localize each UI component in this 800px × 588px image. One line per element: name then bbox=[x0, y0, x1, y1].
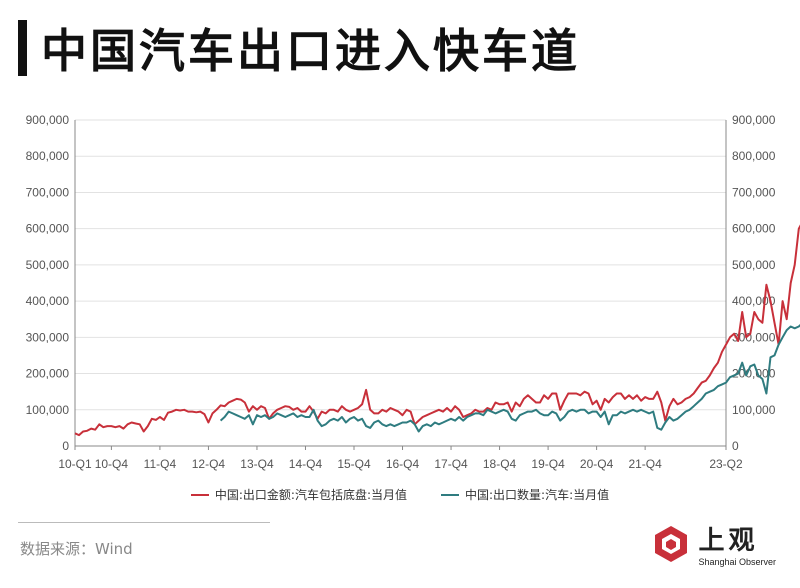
x-tick-label: 13-Q4 bbox=[240, 457, 274, 471]
y-right-tick-label: 100,000 bbox=[732, 403, 776, 417]
y-left-tick-label: 800,000 bbox=[26, 149, 70, 163]
logo-text-group: 上观 Shanghai Observer bbox=[698, 520, 776, 567]
y-left-tick-label: 900,000 bbox=[26, 113, 70, 127]
legend-label-export-value: 中国:出口金额:汽车包括底盘:当月值 bbox=[214, 488, 407, 502]
x-tick-label: 16-Q4 bbox=[386, 457, 420, 471]
x-tick-label: 10-Q1 bbox=[58, 457, 92, 471]
x-tick-label: 23-Q2 bbox=[709, 457, 743, 471]
y-left-tick-label: 600,000 bbox=[26, 222, 70, 236]
shutter-logo-icon bbox=[655, 525, 688, 562]
y-right-tick-label: 200,000 bbox=[732, 367, 776, 381]
chart-title: 中国汽车出口进入快车道 bbox=[41, 24, 580, 78]
y-right-tick-label: 300,000 bbox=[732, 330, 776, 344]
y-right-tick-label: 600,000 bbox=[732, 222, 776, 236]
legend-swatch-teal bbox=[441, 493, 459, 496]
y-right-tick-label: 900,000 bbox=[732, 113, 776, 127]
y-left-tick-label: 100,000 bbox=[26, 403, 70, 417]
chart-legend: 中国:出口金额:汽车包括底盘:当月值 中国:出口数量:汽车:当月值 bbox=[0, 486, 800, 503]
x-tick-label: 15-Q4 bbox=[337, 457, 371, 471]
y-left-tick-label: 200,000 bbox=[26, 367, 70, 381]
y-left-tick-label: 300,000 bbox=[26, 330, 70, 344]
line-chart: 0 0 100,000 100,000 200,000 200,000 300,000 300… bbox=[26, 113, 800, 471]
x-tick-label: 18-Q4 bbox=[483, 457, 517, 471]
y-right-tick-label: 800,000 bbox=[732, 149, 776, 163]
y-right-tick-label: 0 bbox=[732, 439, 739, 453]
x-tick-label: 20-Q4 bbox=[580, 457, 614, 471]
logo-text-en: Shanghai Observer bbox=[698, 557, 776, 567]
title-block: 中国汽车出口进入快车道 bbox=[18, 16, 580, 80]
y-left-tick-label: 500,000 bbox=[26, 258, 70, 272]
legend-swatch-red bbox=[190, 493, 209, 496]
y-left-tick-label: 0 bbox=[62, 439, 69, 453]
x-tick-label: 17-Q4 bbox=[434, 457, 468, 471]
series-line-export-value bbox=[74, 224, 800, 437]
x-tick-label: 11-Q4 bbox=[144, 457, 177, 471]
logo-text-cn: 上观 bbox=[698, 526, 759, 556]
legend-item-export-value: 中国:出口金额:汽车包括底盘:当月值 bbox=[190, 486, 407, 503]
x-tick-label: 14-Q4 bbox=[289, 457, 323, 471]
x-tick-label: 21-Q4 bbox=[628, 457, 662, 471]
legend-item-export-quantity: 中国:出口数量:汽车:当月值 bbox=[441, 486, 609, 503]
source-text: 数据来源：Wind bbox=[20, 540, 133, 558]
y-right-tick-label: 500,000 bbox=[732, 258, 776, 272]
x-tick-label: 19-Q4 bbox=[531, 457, 565, 471]
x-tick-label: 12-Q4 bbox=[192, 457, 226, 471]
y-right-tick-label: 700,000 bbox=[732, 185, 776, 199]
legend-label-export-quantity: 中国:出口数量:汽车:当月值 bbox=[465, 488, 610, 502]
title-accent-bar bbox=[18, 20, 27, 76]
series-line-export-quantity bbox=[219, 324, 800, 433]
x-tick-label: 10-Q4 bbox=[95, 457, 129, 471]
y-left-tick-label: 700,000 bbox=[26, 185, 70, 199]
source-divider bbox=[18, 522, 270, 523]
publisher-logo: 上观 Shanghai Observer bbox=[652, 520, 776, 567]
y-left-tick-label: 400,000 bbox=[26, 294, 70, 308]
